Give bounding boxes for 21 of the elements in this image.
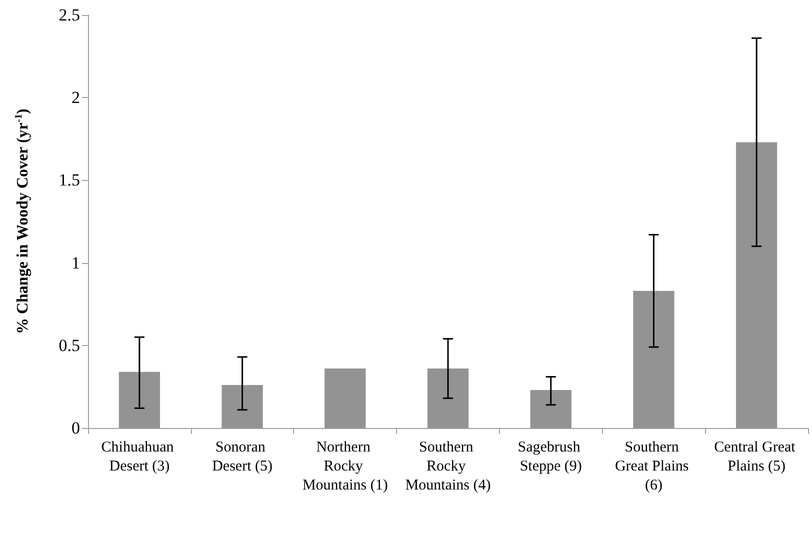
- x-tick-label: Northern Rocky Mountains (1): [302, 440, 388, 494]
- y-axis-title: % Change in Woody Cover (yr-1): [14, 108, 32, 334]
- bar: [324, 368, 366, 428]
- x-tick-label: Chihuahuan Desert (3): [101, 440, 178, 474]
- y-tick-label: 1.5: [58, 170, 80, 190]
- bar: [427, 368, 469, 428]
- y-tick-label: 2: [72, 88, 80, 108]
- bar: [118, 372, 160, 428]
- bar: [633, 290, 674, 428]
- bar: [222, 385, 263, 428]
- x-tick-label: Central Great Plains (5): [714, 440, 800, 474]
- x-tick-label: Sonoran Desert (5): [212, 440, 272, 474]
- bar: [530, 390, 572, 428]
- y-tick-label: 0.5: [58, 336, 80, 355]
- y-tick-label: 0: [72, 418, 80, 438]
- bar: [736, 142, 778, 428]
- y-tick-label: 2.5: [58, 6, 80, 24]
- y-tick-label: 1: [72, 253, 80, 272]
- x-tick-label: Southern Rocky Mountains (4): [405, 440, 491, 494]
- x-tick-label: Sagebrush Steppe (9): [518, 440, 584, 474]
- x-tick-label: Southern Great Plains (6): [614, 440, 692, 494]
